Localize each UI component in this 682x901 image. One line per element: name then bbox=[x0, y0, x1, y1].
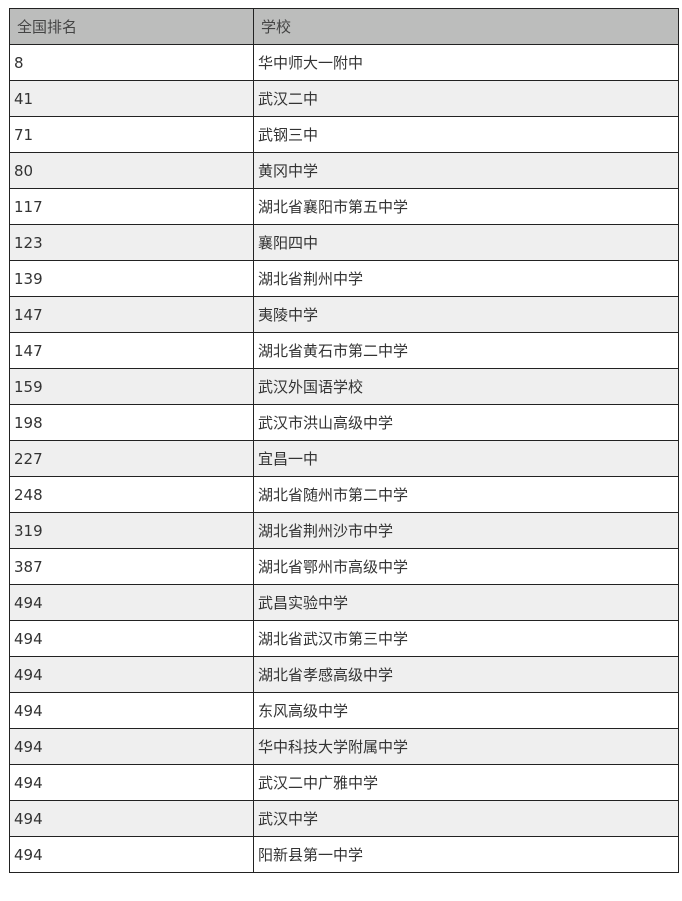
table-row: 159 武汉外国语学校 bbox=[9, 368, 679, 405]
table-row: 494 湖北省武汉市第三中学 bbox=[9, 620, 679, 657]
table-row: 147 夷陵中学 bbox=[9, 296, 679, 333]
rank-cell: 319 bbox=[9, 512, 254, 549]
rank-cell: 494 bbox=[9, 584, 254, 621]
rank-cell: 494 bbox=[9, 692, 254, 729]
school-cell: 黄冈中学 bbox=[253, 152, 679, 189]
table-row: 387 湖北省鄂州市高级中学 bbox=[9, 548, 679, 585]
school-cell: 武汉市洪山高级中学 bbox=[253, 404, 679, 441]
rank-cell: 80 bbox=[9, 152, 254, 189]
school-cell: 东风高级中学 bbox=[253, 692, 679, 729]
table-row: 494 武汉中学 bbox=[9, 800, 679, 837]
table-row: 71 武钢三中 bbox=[9, 116, 679, 153]
table-row: 80 黄冈中学 bbox=[9, 152, 679, 189]
rank-cell: 494 bbox=[9, 656, 254, 693]
rank-cell: 227 bbox=[9, 440, 254, 477]
rank-cell: 494 bbox=[9, 800, 254, 837]
school-cell: 湖北省武汉市第三中学 bbox=[253, 620, 679, 657]
table-row: 147 湖北省黄石市第二中学 bbox=[9, 332, 679, 369]
school-cell: 武汉外国语学校 bbox=[253, 368, 679, 405]
school-cell: 襄阳四中 bbox=[253, 224, 679, 261]
table-row: 494 东风高级中学 bbox=[9, 692, 679, 729]
rank-cell: 8 bbox=[9, 44, 254, 81]
table-row: 41 武汉二中 bbox=[9, 80, 679, 117]
school-cell: 湖北省随州市第二中学 bbox=[253, 476, 679, 513]
table-row: 494 阳新县第一中学 bbox=[9, 836, 679, 873]
school-cell: 武汉中学 bbox=[253, 800, 679, 837]
rank-cell: 159 bbox=[9, 368, 254, 405]
school-cell: 阳新县第一中学 bbox=[253, 836, 679, 873]
table-row: 139 湖北省荆州中学 bbox=[9, 260, 679, 297]
table-row: 494 湖北省孝感高级中学 bbox=[9, 656, 679, 693]
header-rank: 全国排名 bbox=[9, 8, 254, 45]
rank-cell: 147 bbox=[9, 332, 254, 369]
rank-cell: 139 bbox=[9, 260, 254, 297]
table-row: 198 武汉市洪山高级中学 bbox=[9, 404, 679, 441]
school-cell: 宜昌一中 bbox=[253, 440, 679, 477]
rank-cell: 41 bbox=[9, 80, 254, 117]
school-cell: 夷陵中学 bbox=[253, 296, 679, 333]
rank-cell: 147 bbox=[9, 296, 254, 333]
table-row: 494 武汉二中广雅中学 bbox=[9, 764, 679, 801]
ranking-table: 全国排名 学校 8 华中师大一附中 41 武汉二中 71 武钢三中 80 黄冈中学 117 湖北省… bbox=[9, 8, 679, 873]
school-cell: 湖北省孝感高级中学 bbox=[253, 656, 679, 693]
rank-cell: 117 bbox=[9, 188, 254, 225]
rank-cell: 198 bbox=[9, 404, 254, 441]
school-cell: 华中师大一附中 bbox=[253, 44, 679, 81]
table-row: 123 襄阳四中 bbox=[9, 224, 679, 261]
school-cell: 湖北省荆州沙市中学 bbox=[253, 512, 679, 549]
rank-cell: 494 bbox=[9, 764, 254, 801]
school-cell: 武昌实验中学 bbox=[253, 584, 679, 621]
school-cell: 湖北省鄂州市高级中学 bbox=[253, 548, 679, 585]
table-row: 494 华中科技大学附属中学 bbox=[9, 728, 679, 765]
header-school: 学校 bbox=[253, 8, 679, 45]
rank-cell: 71 bbox=[9, 116, 254, 153]
table-row: 248 湖北省随州市第二中学 bbox=[9, 476, 679, 513]
rank-cell: 494 bbox=[9, 620, 254, 657]
rank-cell: 123 bbox=[9, 224, 254, 261]
school-cell: 湖北省黄石市第二中学 bbox=[253, 332, 679, 369]
rank-cell: 494 bbox=[9, 836, 254, 873]
table-row: 117 湖北省襄阳市第五中学 bbox=[9, 188, 679, 225]
school-cell: 武钢三中 bbox=[253, 116, 679, 153]
school-cell: 武汉二中广雅中学 bbox=[253, 764, 679, 801]
rank-cell: 248 bbox=[9, 476, 254, 513]
rank-cell: 494 bbox=[9, 728, 254, 765]
school-cell: 华中科技大学附属中学 bbox=[253, 728, 679, 765]
table-row: 8 华中师大一附中 bbox=[9, 44, 679, 81]
table-row: 227 宜昌一中 bbox=[9, 440, 679, 477]
school-cell: 武汉二中 bbox=[253, 80, 679, 117]
school-cell: 湖北省荆州中学 bbox=[253, 260, 679, 297]
school-cell: 湖北省襄阳市第五中学 bbox=[253, 188, 679, 225]
rank-cell: 387 bbox=[9, 548, 254, 585]
header-row: 全国排名 学校 bbox=[9, 8, 679, 45]
table-row: 319 湖北省荆州沙市中学 bbox=[9, 512, 679, 549]
table-row: 494 武昌实验中学 bbox=[9, 584, 679, 621]
